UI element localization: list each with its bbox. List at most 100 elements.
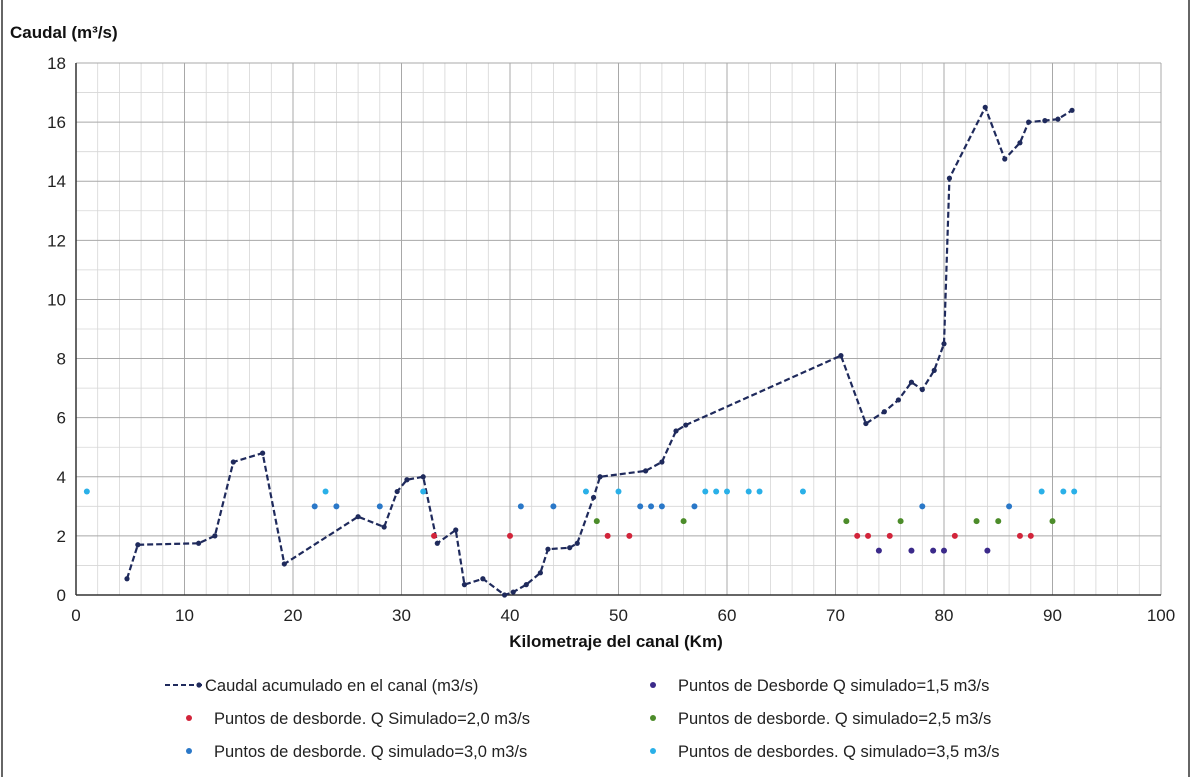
data-point-caudal-acumulado: [434, 540, 440, 546]
scatter-point-series-5: [322, 488, 329, 495]
scatter-point-series-5: [799, 488, 806, 495]
scatter-point-series-5: [1038, 488, 1045, 495]
scatter-point-series-5: [1071, 488, 1078, 495]
data-point-caudal-acumulado: [941, 341, 947, 347]
axes: [75, 63, 1161, 596]
legend-label: Puntos de desbordes. Q simulado=3,5 m3/s: [678, 743, 999, 761]
y-tick-label: 14: [47, 172, 66, 191]
legend-label: Puntos de desborde. Q Simulado=2,0 m3/s: [214, 710, 530, 728]
scatter-point-series-3: [593, 518, 600, 525]
data-point-caudal-acumulado: [212, 533, 218, 539]
data-point-caudal-acumulado: [453, 527, 459, 533]
scatter-point-series-2: [626, 532, 633, 539]
legend-swatch-marker: [186, 748, 192, 754]
scatter-point-series-5: [420, 488, 427, 495]
x-tick-label: 20: [284, 606, 303, 625]
data-point-caudal-acumulado: [124, 576, 130, 582]
data-point-caudal-acumulado: [1017, 140, 1023, 146]
scatter-point-series-2: [886, 532, 893, 539]
data-point-caudal-acumulado: [838, 353, 844, 359]
scatter-point-series-3: [897, 518, 904, 525]
data-point-caudal-acumulado: [590, 494, 597, 501]
scatter-point-series-2: [604, 532, 611, 539]
data-point-caudal-acumulado: [461, 582, 468, 588]
tick-labels: 0 10 20 30 40 50 60 70 80 90 100 0 2 4 6 8 10 12 14 16 18: [47, 54, 1175, 625]
scatter-point-series-5: [724, 488, 730, 495]
scatter-point-series-3: [973, 518, 980, 525]
data-point-caudal-acumulado: [480, 576, 486, 582]
scatter-point-series-4: [637, 503, 644, 510]
scatter-point-series-4: [517, 503, 524, 510]
scatter-point-series-5: [756, 488, 763, 495]
y-tick-label: 6: [57, 409, 66, 428]
data-point-caudal-acumulado: [281, 561, 287, 567]
legend-swatch-marker: [650, 748, 656, 754]
scatter-point-series-2: [507, 532, 513, 539]
data-point-caudal-acumulado: [895, 397, 902, 403]
data-point-caudal-acumulado: [863, 420, 869, 427]
scatter-point-series-4: [376, 503, 383, 510]
x-tick-label: 30: [392, 606, 411, 625]
scatter-point-series-1: [984, 547, 991, 554]
scatter-point-series-4: [648, 503, 655, 510]
data-point-caudal-acumulado: [230, 459, 236, 465]
x-tick-label: 50: [609, 606, 628, 625]
data-point-caudal-acumulado: [510, 589, 516, 595]
scatter-point-series-5: [713, 488, 720, 495]
data-point-caudal-acumulado: [1069, 107, 1075, 113]
scatter-point-series-4: [550, 503, 557, 510]
data-point-caudal-acumulado: [355, 514, 361, 520]
legend-label: Puntos de desborde. Q simulado=2,5 m3/s: [678, 710, 991, 728]
data-point-caudal-acumulado: [420, 474, 426, 480]
scatter-point-series-3: [843, 518, 850, 525]
data-point-caudal-acumulado: [673, 428, 679, 434]
data-point-caudal-acumulado: [659, 459, 665, 465]
scatter-point-series-2: [865, 532, 872, 539]
scatter-point-series-1: [875, 547, 882, 554]
scatter-point-series-4: [333, 503, 340, 510]
y-tick-label: 0: [57, 586, 66, 605]
data-point-caudal-acumulado: [135, 542, 141, 548]
legend-swatch-marker: [186, 715, 192, 721]
data-point-caudal-acumulado: [643, 468, 649, 474]
scatter-point-series-1: [941, 547, 947, 554]
scatter-point-series-2: [1027, 532, 1034, 539]
scatter-point-series-5: [615, 488, 622, 495]
legend: Caudal acumulado en el canal (m3/s) Punto…: [165, 677, 999, 761]
data-point-caudal-acumulado: [946, 175, 953, 181]
scatter-point-series-2: [951, 532, 958, 539]
legend-swatch-marker: [650, 682, 656, 688]
y-tick-label: 8: [57, 350, 66, 369]
scatter-point-series-5: [1060, 488, 1067, 495]
data-point-caudal-acumulado: [1042, 118, 1048, 124]
legend-label: Puntos de Desborde Q simulado=1,5 m3/s: [678, 677, 989, 695]
scatter-point-series-3: [1049, 518, 1056, 525]
scatter-point-series-2: [431, 532, 438, 539]
legend-label: Caudal acumulado en el canal (m3/s): [205, 677, 478, 695]
data-point-caudal-acumulado: [537, 570, 543, 576]
data-point-caudal-acumulado: [1055, 116, 1061, 122]
x-axis-label: Kilometraje del canal (Km): [509, 632, 723, 651]
data-point-caudal-acumulado: [931, 367, 937, 373]
x-tick-label: 80: [935, 606, 954, 625]
scatter-point-series-4: [691, 503, 698, 510]
x-tick-label: 100: [1147, 606, 1175, 625]
data-point-caudal-acumulado: [1026, 119, 1032, 125]
scatter-point-series-2: [1016, 532, 1023, 539]
x-tick-label: 40: [501, 606, 520, 625]
y-axis-label: Caudal (m³/s): [10, 23, 118, 42]
scatter-point-series-4: [658, 503, 665, 510]
scatter-point-series-4: [919, 503, 926, 510]
data-point-caudal-acumulado: [567, 545, 573, 551]
data-point-caudal-acumulado: [260, 450, 266, 456]
y-tick-label: 16: [47, 113, 66, 132]
x-tick-label: 0: [71, 606, 80, 625]
scatter-point-series-3: [680, 518, 687, 525]
x-tick-label: 70: [826, 606, 845, 625]
scatter-point-series-1: [908, 547, 915, 554]
y-tick-label: 12: [47, 231, 66, 250]
scatter-point-series-5: [702, 488, 709, 495]
scatter-point-series-5: [83, 488, 90, 495]
